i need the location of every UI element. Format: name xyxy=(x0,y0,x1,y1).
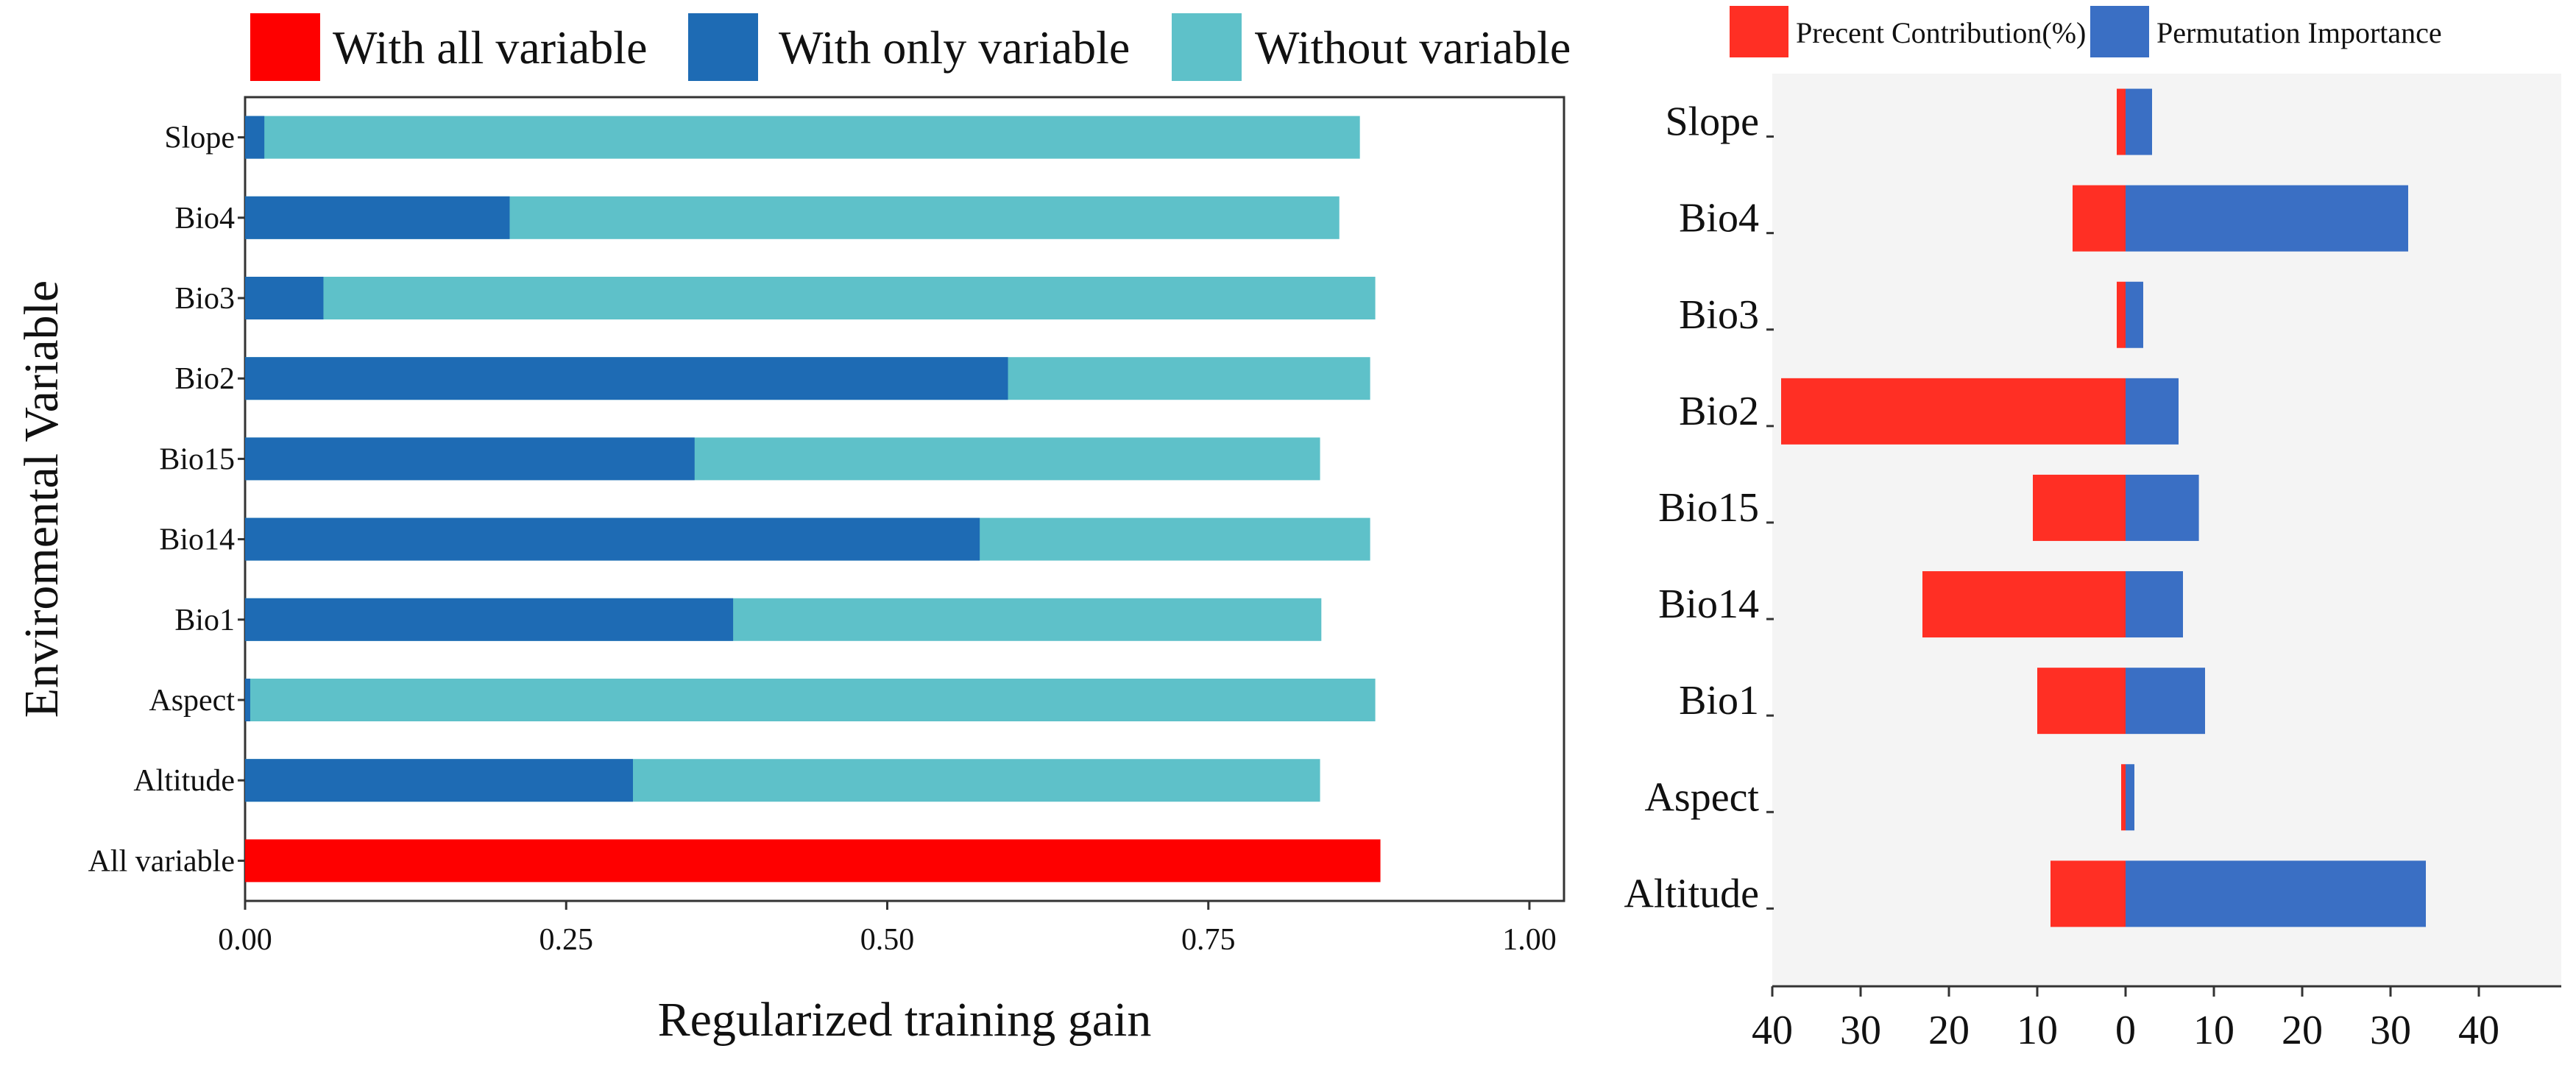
bar-permutation-importance-altitude xyxy=(2126,860,2426,927)
bar-with-only-variable-bio15 xyxy=(245,437,695,481)
right-x-tick-label-4: 0 xyxy=(2115,1008,2136,1053)
right-y-label-bio15: Bio15 xyxy=(1658,485,1759,531)
left-y-label-all-variable: All variable xyxy=(88,844,235,878)
left-x-tick-labels: 0.00 0.25 0.50 0.75 1.00 xyxy=(218,901,1557,957)
left-y-label-bio2: Bio2 xyxy=(174,362,235,396)
right-y-label-bio14: Bio14 xyxy=(1658,581,1759,627)
legend-swatch-precent-contribution xyxy=(1730,6,1788,57)
right-y-label-bio1: Bio1 xyxy=(1679,678,1759,724)
right-x-tick-label-2: 20 xyxy=(1928,1008,1970,1053)
legend-label-precent-contribution: Precent Contribution(%) xyxy=(1796,16,2086,49)
bar-precent-contribution-bio3 xyxy=(2117,281,2126,348)
left-y-label-altitude: Altitude xyxy=(133,764,235,798)
left-y-label-bio14: Bio14 xyxy=(159,523,235,557)
bar-precent-contribution-slope xyxy=(2117,88,2126,155)
bar-permutation-importance-slope xyxy=(2126,88,2152,155)
legend-label-permutation-importance: Permutation Importance xyxy=(2156,16,2442,49)
right-x-tick-label-7: 30 xyxy=(2370,1008,2411,1053)
right-y-label-bio3: Bio3 xyxy=(1679,292,1759,338)
bar-permutation-importance-bio3 xyxy=(2126,281,2143,348)
bar-with-only-variable-bio14 xyxy=(245,517,980,561)
bar-without-variable-aspect xyxy=(245,679,1376,721)
right-y-tick-labels: Slope Bio4 Bio3 Bio2 Bio15 Bio14 Bio1 Aspect Alt… xyxy=(1624,99,1774,916)
right-y-label-aspect: Aspect xyxy=(1644,774,1759,820)
left-y-axis-label: Enviromental Variable xyxy=(15,280,68,718)
right-x-tick-label-3: 10 xyxy=(2017,1008,2058,1053)
left-y-label-bio1: Bio1 xyxy=(174,604,235,637)
bar-precent-contribution-bio4 xyxy=(2073,185,2126,252)
legend-label-with-all-variable: With all variable xyxy=(333,21,647,74)
bar-permutation-importance-aspect xyxy=(2126,764,2134,831)
bar-with-only-variable-bio1 xyxy=(245,598,734,641)
bar-without-variable-bio3 xyxy=(245,277,1376,319)
bar-with-only-variable-aspect xyxy=(245,679,250,721)
bar-permutation-importance-bio15 xyxy=(2126,474,2199,541)
left-x-tick-label-0: 0.00 xyxy=(218,923,272,957)
left-x-axis-label: Regularized training gain xyxy=(658,993,1152,1047)
bar-permutation-importance-bio2 xyxy=(2126,378,2179,445)
bar-precent-contribution-bio1 xyxy=(2037,668,2126,735)
left-x-tick-label-1: 0.25 xyxy=(539,923,594,957)
legend-swatch-with-all-variable xyxy=(250,13,320,81)
left-x-tick-label-2: 0.50 xyxy=(860,923,915,957)
left-bars xyxy=(245,116,1381,883)
left-y-label-bio15: Bio15 xyxy=(159,442,235,476)
right-legend: Precent Contribution(%) Permutation Impo… xyxy=(1730,6,2442,57)
bar-with-only-variable-bio3 xyxy=(245,277,324,319)
bar-with-only-variable-bio4 xyxy=(245,196,510,239)
right-y-label-slope: Slope xyxy=(1665,99,1759,145)
left-legend: With all variable With only variable Wit… xyxy=(250,13,1571,81)
right-bars xyxy=(1781,88,2426,927)
right-chart: Precent Contribution(%) Permutation Impo… xyxy=(1624,6,2561,1053)
left-x-tick-label-3: 0.75 xyxy=(1181,923,1236,957)
bar-precent-contribution-bio15 xyxy=(2033,474,2126,541)
left-y-label-slope: Slope xyxy=(164,121,235,155)
right-x-tick-label-1: 30 xyxy=(1840,1008,1881,1053)
right-x-tick-labels: 40 30 20 10 0 10 20 30 40 xyxy=(1752,986,2499,1053)
bar-permutation-importance-bio1 xyxy=(2126,668,2205,735)
bar-with-only-variable-altitude xyxy=(245,759,633,802)
left-y-label-aspect: Aspect xyxy=(149,684,235,718)
legend-swatch-permutation-importance xyxy=(2090,6,2149,57)
legend-swatch-without-variable xyxy=(1172,13,1242,81)
left-y-label-bio4: Bio4 xyxy=(174,202,235,236)
bar-with-only-variable-bio2 xyxy=(245,357,1008,400)
right-y-label-bio4: Bio4 xyxy=(1679,196,1759,241)
right-x-tick-label-5: 10 xyxy=(2193,1008,2234,1053)
left-y-tick-labels: Slope Bio4 Bio3 Bio2 Bio15 Bio14 Bio1 Aspect Alt… xyxy=(88,121,245,878)
bar-permutation-importance-bio4 xyxy=(2126,185,2408,252)
legend-swatch-with-only-variable xyxy=(688,13,758,81)
bar-permutation-importance-bio14 xyxy=(2126,571,2183,638)
right-x-tick-label-8: 40 xyxy=(2458,1008,2499,1053)
left-y-label-bio3: Bio3 xyxy=(174,282,235,316)
left-x-tick-label-4: 1.00 xyxy=(1502,923,1557,957)
right-x-tick-label-6: 20 xyxy=(2282,1008,2323,1053)
bar-with-all-variable-all-variable xyxy=(245,839,1381,883)
left-chart: With all variable With only variable Wit… xyxy=(15,13,1571,1047)
legend-label-without-variable: Without variable xyxy=(1255,21,1571,74)
right-y-label-altitude: Altitude xyxy=(1624,871,1759,916)
bar-precent-contribution-altitude xyxy=(2050,860,2126,927)
right-x-tick-label-0: 40 xyxy=(1752,1008,1793,1053)
bar-precent-contribution-bio14 xyxy=(1922,571,2126,638)
bar-precent-contribution-aspect xyxy=(2121,764,2126,831)
bar-precent-contribution-bio2 xyxy=(1781,378,2126,445)
bar-without-variable-slope xyxy=(245,116,1360,159)
bar-with-only-variable-slope xyxy=(245,116,265,159)
right-y-label-bio2: Bio2 xyxy=(1679,389,1759,434)
legend-label-with-only-variable: With only variable xyxy=(779,21,1130,74)
